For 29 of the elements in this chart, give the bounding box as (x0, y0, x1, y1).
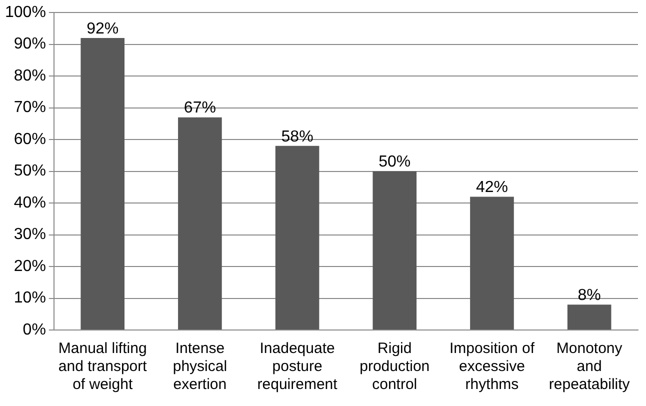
y-tick-label: 30% (14, 226, 46, 244)
y-tick-label: 0% (22, 321, 46, 338)
y-tick-label: 90% (14, 36, 46, 53)
y-tick-label: 70% (14, 99, 46, 116)
data-label: 58% (281, 128, 314, 146)
y-tick-label: 50% (14, 162, 46, 180)
data-label: 67% (184, 100, 216, 117)
x-tick-label: Rigid production control (360, 340, 430, 394)
bar (567, 304, 612, 330)
data-label: 42% (476, 179, 508, 196)
bar (80, 38, 124, 330)
x-tick-label: Manual lifting and transport of weight (58, 340, 148, 394)
data-label: 50% (378, 154, 411, 171)
y-tick-label: 100% (5, 4, 46, 22)
x-tick-label: Monotony and repeatability (548, 340, 630, 394)
bar (178, 117, 222, 330)
y-tick-label: 40% (14, 194, 46, 212)
y-tick-label: 80% (14, 67, 46, 84)
x-tick-label: Imposition of excessive rhythms (449, 340, 536, 394)
data-label: 92% (86, 20, 119, 38)
y-tick-label: 60% (14, 130, 46, 148)
x-tick-label: Intense physical exertion (172, 340, 228, 394)
data-label: 8% (578, 287, 601, 304)
x-tick-label: Inadequate posture requirement (257, 340, 338, 394)
y-tick-label: 10% (14, 290, 46, 307)
bar (470, 196, 514, 330)
bar (275, 146, 320, 330)
bar (372, 171, 417, 330)
y-tick-label: 20% (14, 258, 46, 275)
